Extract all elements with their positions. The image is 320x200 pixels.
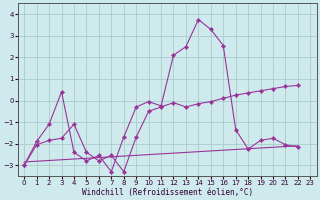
X-axis label: Windchill (Refroidissement éolien,°C): Windchill (Refroidissement éolien,°C)	[82, 188, 253, 197]
